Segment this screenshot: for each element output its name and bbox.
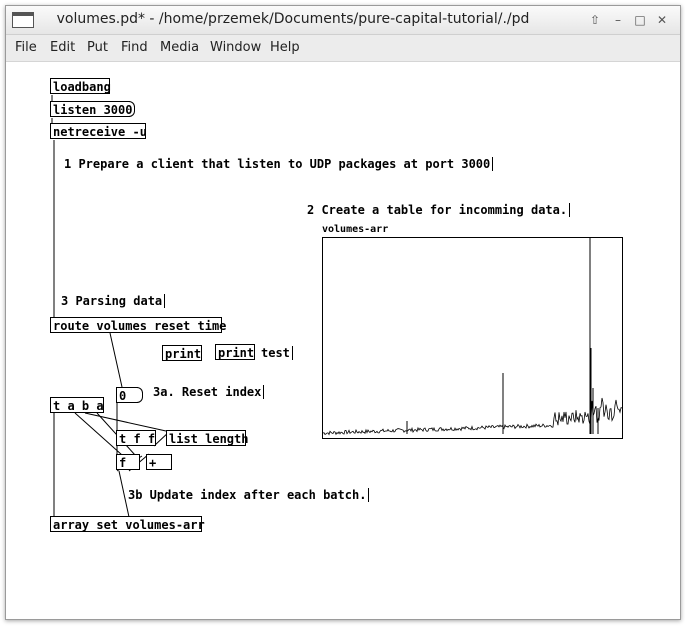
print-object-2[interactable]: print [215, 344, 255, 360]
comment-step-3a[interactable]: 3a. Reset index [153, 385, 265, 399]
menu-help[interactable]: Help [270, 40, 300, 55]
array-set-object[interactable]: array set volumes-arr [50, 516, 205, 532]
menu-find[interactable]: Find [121, 40, 148, 55]
list-length-object[interactable]: list length [166, 430, 248, 446]
netreceive-object[interactable]: netreceive -u [50, 123, 147, 139]
menu-file[interactable]: File [15, 40, 37, 55]
route-object[interactable]: route volumes reset time [50, 317, 226, 333]
patch-canvas[interactable]: loadbang listen 3000 netreceive -u 1 Pre… [7, 62, 679, 618]
loadbang-object[interactable]: loadbang [50, 78, 111, 94]
title-bar[interactable]: volumes.pd* - /home/przemek/Documents/pu… [6, 6, 680, 35]
comment-test[interactable]: test [261, 346, 293, 360]
menu-window[interactable]: Window [210, 40, 262, 55]
window-icon [12, 12, 34, 28]
close-icon[interactable]: ✕ [656, 13, 668, 27]
menu-media[interactable]: Media [160, 40, 200, 55]
zero-message[interactable]: 0 [116, 387, 143, 403]
float-object[interactable]: f [116, 454, 140, 470]
pd-window: volumes.pd* - /home/przemek/Documents/pu… [5, 5, 681, 620]
listen-message[interactable]: listen 3000 [50, 101, 135, 117]
menu-put[interactable]: Put [87, 40, 108, 55]
trigger-ff-object[interactable]: t f f [116, 430, 156, 446]
shade-icon[interactable]: ⇧ [589, 13, 601, 27]
comment-step-1[interactable]: 1 Prepare a client that listen to UDP pa… [64, 157, 494, 171]
menu-edit[interactable]: Edit [50, 40, 76, 55]
plus-object[interactable]: + [146, 454, 172, 470]
comment-step-3[interactable]: 3 Parsing data [61, 294, 166, 308]
volumes-array-graph[interactable] [322, 237, 623, 439]
array-waveform [322, 397, 623, 436]
trigger-aba-object[interactable]: t a b a [50, 397, 104, 413]
print-object[interactable]: print [162, 345, 202, 361]
minimize-icon[interactable]: – [615, 13, 621, 27]
array-plot [322, 238, 623, 436]
menu-bar: File Edit Put Find Media Window Help [6, 35, 680, 62]
window-title: volumes.pd* - /home/przemek/Documents/pu… [56, 11, 530, 27]
comment-step-3b[interactable]: 3b Update index after each batch. [128, 488, 370, 502]
comment-step-2[interactable]: 2 Create a table for incomming data. [307, 203, 571, 217]
maximize-icon[interactable]: □ [634, 13, 646, 27]
array-name-label: volumes-arr [322, 224, 389, 235]
